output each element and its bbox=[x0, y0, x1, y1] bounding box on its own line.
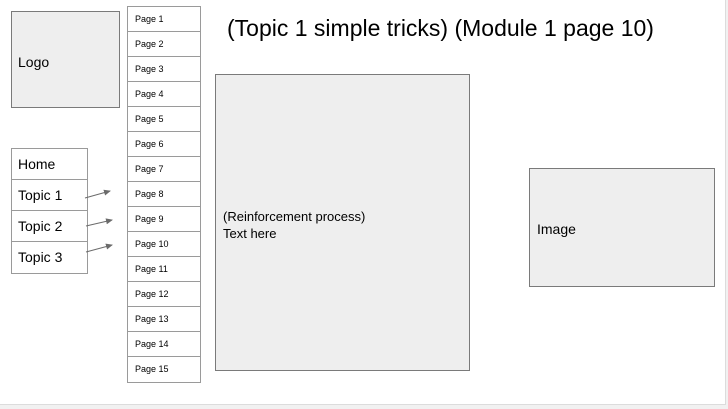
arrow-topic-3-to-page-10 bbox=[85, 243, 113, 253]
page-item-6[interactable]: Page 6 bbox=[128, 132, 200, 157]
nav-item-topic-2[interactable]: Topic 2 bbox=[12, 211, 87, 242]
page-item-3[interactable]: Page 3 bbox=[128, 57, 200, 82]
image-placeholder: Image bbox=[529, 168, 715, 287]
page-item-15[interactable]: Page 15 bbox=[135, 364, 169, 374]
content-line-1: (Reinforcement process) bbox=[223, 209, 366, 224]
page-item-7[interactable]: Page 7 bbox=[128, 157, 200, 182]
page-item-10[interactable]: Page 10 bbox=[128, 232, 200, 257]
nav-item-topic-1[interactable]: Topic 1 bbox=[12, 180, 87, 211]
page-item-2[interactable]: Page 2 bbox=[128, 32, 200, 57]
nav-item-home[interactable]: Home bbox=[12, 149, 87, 180]
logo-label: Logo bbox=[18, 54, 50, 70]
image-label: Image bbox=[537, 221, 576, 237]
page-item-12[interactable]: Page 12 bbox=[128, 282, 200, 307]
page-title: (Topic 1 simple tricks) (Module 1 page 1… bbox=[227, 15, 654, 41]
page-list: Page 1 Page 2 Page 3 Page 4 Page 5 Page … bbox=[127, 6, 201, 383]
page-item-13[interactable]: Page 13 bbox=[128, 307, 200, 332]
content-text: (Reinforcement process) Text here bbox=[223, 208, 365, 242]
content-area: (Reinforcement process) Text here bbox=[215, 74, 470, 371]
page-item-14[interactable]: Page 14 bbox=[128, 332, 200, 357]
page-item-1[interactable]: Page 1 bbox=[128, 7, 200, 32]
page-item-8[interactable]: Page 8 bbox=[128, 182, 200, 207]
page-item-5[interactable]: Page 5 bbox=[128, 107, 200, 132]
arrow-topic-2-to-page-9 bbox=[85, 218, 113, 227]
nav-item-topic-3[interactable]: Topic 3 bbox=[12, 242, 87, 273]
topic-nav: Home Topic 1 Topic 2 Topic 3 bbox=[11, 148, 88, 274]
page-item-9[interactable]: Page 9 bbox=[128, 207, 200, 232]
arrow-topic-1-to-page-8 bbox=[84, 189, 111, 199]
content-line-2: Text here bbox=[223, 226, 277, 241]
page-item-4[interactable]: Page 4 bbox=[128, 82, 200, 107]
logo-placeholder: Logo bbox=[11, 11, 120, 108]
page-item-11[interactable]: Page 11 bbox=[128, 257, 200, 282]
